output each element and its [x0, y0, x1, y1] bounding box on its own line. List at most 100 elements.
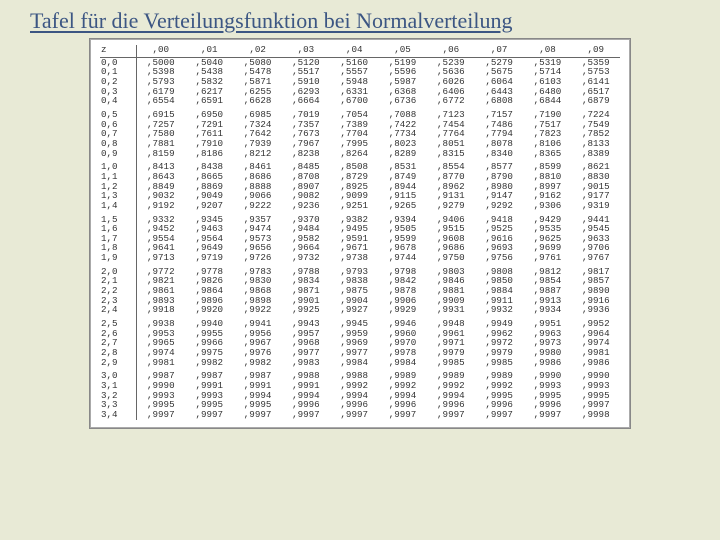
table-row: 1,4,9192,9207,9222,9236,9251,9265,9279,9… [100, 201, 620, 211]
value-cell: ,9949 [475, 315, 523, 329]
value-cell: ,7224 [572, 106, 620, 120]
value-cell: ,9418 [475, 211, 523, 225]
table-row: 2,4,9918,9920,9922,9925,9927,9929,9931,9… [100, 305, 620, 315]
value-cell: ,9988 [330, 367, 378, 381]
z-cell: 2,9 [100, 358, 136, 368]
z-cell: 0,4 [100, 96, 136, 106]
col-header: ,01 [185, 45, 233, 57]
value-cell: ,7190 [523, 106, 571, 120]
value-cell: ,9207 [185, 201, 233, 211]
value-cell: ,9744 [378, 253, 426, 263]
value-cell: ,6591 [185, 96, 233, 106]
table-row: 1,9,9713,9719,9726,9732,9738,9744,9750,9… [100, 253, 620, 263]
z-cell: 0,5 [100, 106, 136, 120]
value-cell: ,9946 [378, 315, 426, 329]
value-cell: ,9738 [330, 253, 378, 263]
table-row: 3,0,9987,9987,9987,9988,9988,9989,9989,9… [100, 367, 620, 381]
value-cell: ,9951 [523, 315, 571, 329]
value-cell: ,9778 [185, 263, 233, 277]
col-header: ,02 [233, 45, 281, 57]
value-cell: ,9719 [185, 253, 233, 263]
col-header: ,06 [427, 45, 475, 57]
value-cell: ,8365 [523, 149, 571, 159]
value-cell: ,9997 [475, 410, 523, 420]
col-header: ,03 [282, 45, 330, 57]
value-cell: ,9987 [136, 367, 185, 381]
value-cell: ,9932 [475, 305, 523, 315]
value-cell: ,9927 [330, 305, 378, 315]
value-cell: ,9761 [523, 253, 571, 263]
value-cell: ,9925 [282, 305, 330, 315]
value-cell: ,9929 [378, 305, 426, 315]
table-row: 1,5,9332,9345,9357,9370,9382,9394,9406,9… [100, 211, 620, 225]
value-cell: ,9986 [572, 358, 620, 368]
value-cell: ,9922 [233, 305, 281, 315]
value-cell: ,9441 [572, 211, 620, 225]
value-cell: ,8577 [475, 158, 523, 172]
value-cell: ,9767 [572, 253, 620, 263]
value-cell: ,9945 [330, 315, 378, 329]
value-cell: ,8238 [282, 149, 330, 159]
col-header: ,07 [475, 45, 523, 57]
value-cell: ,9984 [378, 358, 426, 368]
value-cell: ,8340 [475, 149, 523, 159]
value-cell: ,9382 [330, 211, 378, 225]
value-cell: ,9394 [378, 211, 426, 225]
value-cell: ,6554 [136, 96, 185, 106]
value-cell: ,9222 [233, 201, 281, 211]
value-cell: ,8159 [136, 149, 185, 159]
value-cell: ,8554 [427, 158, 475, 172]
value-cell: ,9940 [185, 315, 233, 329]
value-cell: ,9997 [427, 410, 475, 420]
table-row: 2,5,9938,9940,9941,9943,9945,9946,9948,9… [100, 315, 620, 329]
value-cell: ,9793 [330, 263, 378, 277]
value-cell: ,6808 [475, 96, 523, 106]
col-header: ,00 [136, 45, 185, 57]
value-cell: ,9370 [282, 211, 330, 225]
value-cell: ,9990 [523, 367, 571, 381]
value-cell: ,8315 [427, 149, 475, 159]
value-cell: ,9988 [282, 367, 330, 381]
value-cell: ,9997 [523, 410, 571, 420]
value-cell: ,6772 [427, 96, 475, 106]
value-cell: ,6915 [136, 106, 185, 120]
value-cell: ,9997 [185, 410, 233, 420]
value-cell: ,9985 [475, 358, 523, 368]
value-cell: ,9986 [523, 358, 571, 368]
value-cell: ,9981 [136, 358, 185, 368]
value-cell: ,8508 [330, 158, 378, 172]
value-cell: ,9990 [572, 367, 620, 381]
value-cell: ,7157 [475, 106, 523, 120]
value-cell: ,9788 [282, 263, 330, 277]
normal-distribution-table: z,00,01,02,03,04,05,06,07,08,09 0,0,5000… [100, 45, 620, 420]
value-cell: ,9319 [572, 201, 620, 211]
value-cell: ,9750 [427, 253, 475, 263]
value-cell: ,9943 [282, 315, 330, 329]
value-cell: ,8485 [282, 158, 330, 172]
value-cell: ,9713 [136, 253, 185, 263]
value-cell: ,9997 [282, 410, 330, 420]
table-row: 0,4,6554,6591,6628,6664,6700,6736,6772,6… [100, 96, 620, 106]
page-title: Tafel für die Verteilungsfunktion bei No… [30, 8, 700, 34]
value-cell: ,9192 [136, 201, 185, 211]
value-cell: ,9920 [185, 305, 233, 315]
value-cell: ,9938 [136, 315, 185, 329]
col-header-z: z [100, 45, 136, 57]
value-cell: ,6879 [572, 96, 620, 106]
value-cell: ,9812 [523, 263, 571, 277]
z-cell: 2,5 [100, 315, 136, 329]
value-cell: ,7088 [378, 106, 426, 120]
value-cell: ,6628 [233, 96, 281, 106]
value-cell: ,9798 [378, 263, 426, 277]
value-cell: ,9987 [233, 367, 281, 381]
col-header: ,05 [378, 45, 426, 57]
value-cell: ,9332 [136, 211, 185, 225]
table-panel: z,00,01,02,03,04,05,06,07,08,09 0,0,5000… [89, 38, 631, 429]
value-cell: ,9732 [282, 253, 330, 263]
value-cell: ,9808 [475, 263, 523, 277]
value-cell: ,7123 [427, 106, 475, 120]
value-cell: ,9934 [523, 305, 571, 315]
table-row: 2,0,9772,9778,9783,9788,9793,9798,9803,9… [100, 263, 620, 277]
value-cell: ,8599 [523, 158, 571, 172]
value-cell: ,8438 [185, 158, 233, 172]
